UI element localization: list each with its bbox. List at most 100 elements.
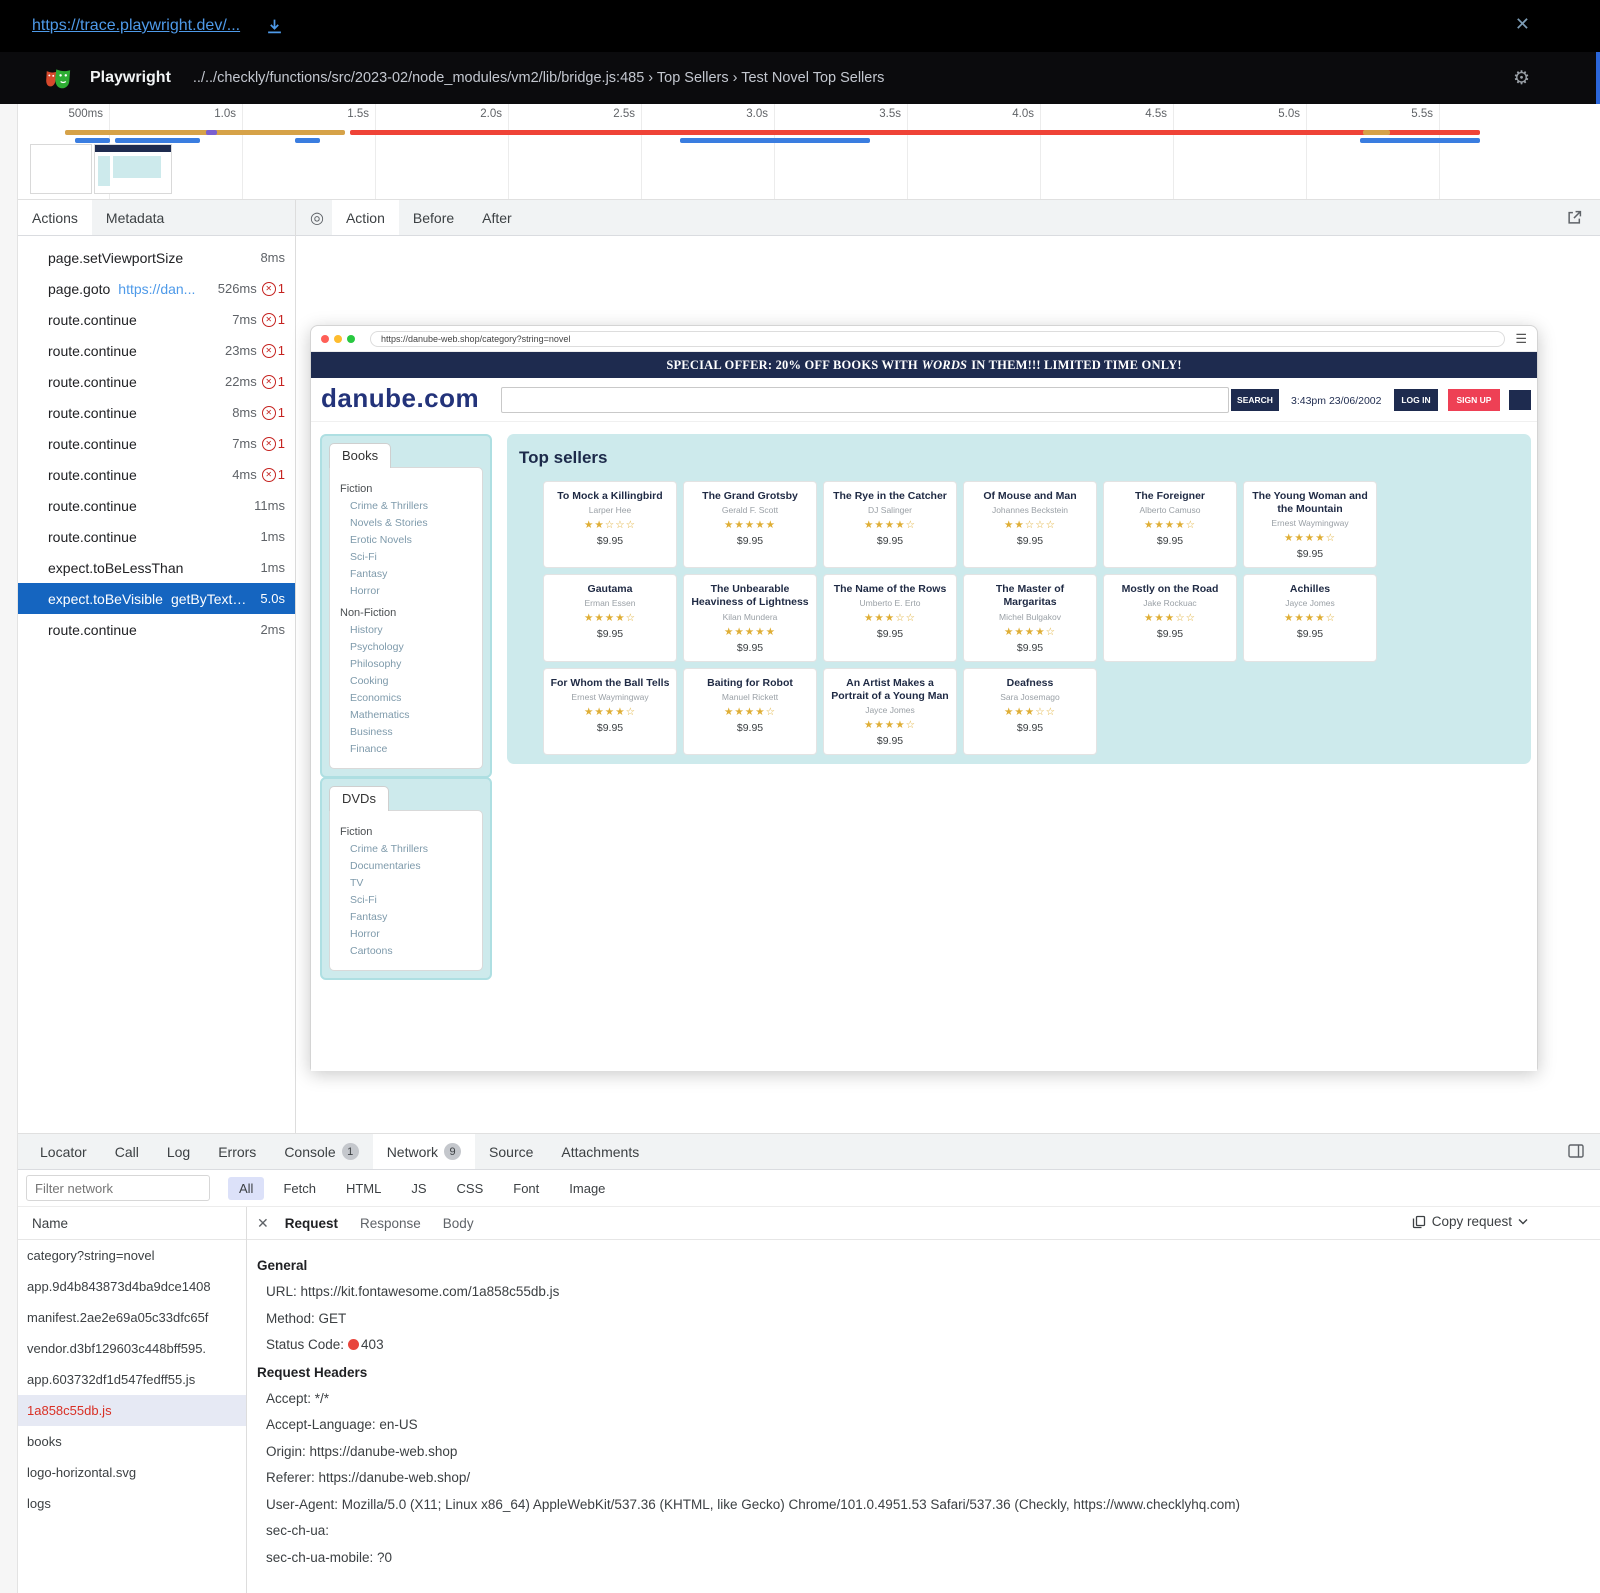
action-row[interactable]: expect.toBeVisible getByText… 5.0s ✕ (18, 583, 295, 614)
signup-button[interactable]: SIGN UP (1448, 389, 1500, 411)
action-url-link[interactable]: https://dan... (118, 280, 196, 297)
category-link[interactable]: Sci-Fi (350, 894, 377, 906)
trace-timeline[interactable]: 500ms 1.0s 1.5s 2.0s 2.5s 3.0s 3.5s 4.0s 4.5s 5.0… (18, 104, 1600, 200)
request-row[interactable]: 1a858c55db.js (18, 1395, 246, 1426)
category-link[interactable]: TV (350, 877, 364, 889)
category-link[interactable]: Finance (350, 743, 388, 755)
category-link[interactable]: Cooking (350, 675, 389, 687)
dvds-nav-title[interactable]: DVDs (329, 786, 389, 811)
category-link[interactable]: Economics (350, 692, 402, 704)
request-row[interactable]: manifest.2ae2e69a05c33dfc65f (27, 1310, 209, 1325)
category-link[interactable]: Crime & Thrillers (350, 500, 428, 512)
close-detail-icon[interactable]: ✕ (257, 1214, 269, 1231)
detail-tab[interactable]: Body (442, 1215, 474, 1231)
bottom-tab[interactable]: Call (101, 1134, 153, 1169)
book-card[interactable]: To Mock a Killingbird Larper Hee ★★☆☆☆ $… (543, 481, 677, 569)
category-link[interactable]: Mathematics (350, 709, 410, 721)
category-link[interactable]: Sci-Fi (350, 551, 377, 563)
request-row[interactable]: app.603732df1d547fedff55.js (27, 1372, 196, 1387)
category-link[interactable]: Fiction (340, 483, 373, 495)
action-row[interactable]: route.continue 4ms ✕ 1 (18, 459, 295, 490)
copy-request-button[interactable]: Copy request (1412, 1214, 1528, 1229)
book-card[interactable]: Achilles Jayce Jomes ★★★★☆ $9.95 (1243, 574, 1377, 662)
request-row[interactable]: logs (27, 1496, 51, 1511)
pick-locator-icon[interactable]: ◎ (310, 209, 324, 227)
settings-gear-icon[interactable]: ⚙ (1512, 68, 1530, 89)
book-card[interactable]: The Rye in the Catcher DJ Salinger ★★★★☆… (823, 481, 957, 569)
action-row[interactable]: route.continue 1ms ✕ (18, 521, 295, 552)
snapshot-tab[interactable]: After (468, 200, 526, 235)
request-row[interactable]: logo-horizontal.svg (27, 1465, 137, 1480)
category-link[interactable]: Philosophy (350, 658, 402, 670)
split-view-icon[interactable] (1568, 1144, 1584, 1158)
book-card[interactable]: Baiting for Robot Manuel Rickett ★★★★☆ $… (683, 667, 817, 755)
site-logo[interactable]: danube.com (321, 383, 480, 413)
book-card[interactable]: Gautama Erman Essen ★★★★☆ $9.95 (543, 574, 677, 662)
type-filter-chip[interactable]: Image (569, 1180, 606, 1196)
action-row[interactable]: page.goto https://dan... 526ms ✕ 1 (18, 273, 295, 304)
bottom-tab[interactable]: Source (475, 1134, 547, 1169)
category-link[interactable]: Fiction (340, 826, 373, 838)
action-row[interactable]: route.continue 8ms ✕ 1 (18, 397, 295, 428)
category-link[interactable]: Fantasy (350, 911, 388, 923)
snapshot-tab[interactable]: Action (331, 200, 399, 235)
category-link[interactable]: Erotic Novels (350, 534, 412, 546)
book-card[interactable]: The Grand Grotsby Gerald F. Scott ★★★★★ … (683, 481, 817, 569)
book-card[interactable]: An Artist Makes a Portrait of a Young Ma… (823, 667, 957, 755)
filmstrip-thumbnail[interactable] (30, 144, 92, 194)
book-card[interactable]: Mostly on the Road Jake Rockuac ★★★☆☆ $9… (1103, 574, 1237, 662)
book-card[interactable]: The Name of the Rows Umberto E. Erto ★★★… (823, 574, 957, 662)
books-nav-title[interactable]: Books (329, 443, 392, 468)
sidebar-tab[interactable]: Actions (18, 200, 92, 235)
detail-tab[interactable]: Request (284, 1215, 338, 1231)
bottom-tab[interactable]: Console 1 (270, 1134, 372, 1169)
category-link[interactable]: Cartoons (350, 945, 393, 957)
bottom-tab[interactable]: Attachments (547, 1134, 653, 1169)
close-icon[interactable]: ✕ (1514, 14, 1530, 34)
detail-tab[interactable]: Response (360, 1215, 421, 1231)
category-link[interactable]: Non-Fiction (340, 607, 397, 619)
network-filter-input[interactable] (26, 1175, 210, 1201)
category-link[interactable]: Horror (350, 928, 380, 940)
book-card[interactable]: The Master of Margaritas Michel Bulgakov… (963, 574, 1097, 662)
type-filter-chip[interactable]: CSS (456, 1180, 484, 1196)
action-row[interactable]: route.continue 7ms ✕ 1 (18, 428, 295, 459)
type-filter-chip[interactable]: All (228, 1176, 265, 1200)
action-row[interactable]: route.continue 23ms ✕ 1 (18, 335, 295, 366)
category-link[interactable]: Crime & Thrillers (350, 843, 428, 855)
category-link[interactable]: Psychology (350, 641, 404, 653)
type-filter-chip[interactable]: HTML (345, 1180, 382, 1196)
bottom-tab[interactable]: Network 9 (372, 1134, 476, 1169)
filmstrip-thumbnail[interactable] (94, 144, 172, 194)
bottom-tab[interactable]: Errors (204, 1134, 270, 1169)
sidebar-tab[interactable]: Metadata (92, 200, 178, 235)
action-row[interactable]: route.continue 22ms ✕ 1 (18, 366, 295, 397)
book-card[interactable]: Of Mouse and Man Johannes Beckstein ★★☆☆… (963, 481, 1097, 569)
action-row[interactable]: page.setViewportSize 8ms ✕ (18, 242, 295, 273)
request-row[interactable]: books (27, 1434, 62, 1449)
request-row[interactable]: category?string=novel (27, 1248, 155, 1263)
download-icon[interactable] (266, 18, 283, 35)
site-search-input[interactable] (501, 387, 1229, 413)
request-row[interactable]: vendor.d3bf129603c448bff595. (27, 1341, 207, 1356)
bottom-tab[interactable]: Locator (26, 1134, 101, 1169)
category-link[interactable]: Fantasy (350, 568, 388, 580)
category-link[interactable]: History (350, 624, 383, 636)
type-filter-chip[interactable]: Fetch (283, 1180, 316, 1196)
action-row[interactable]: expect.toBeLessThan 1ms ✕ (18, 552, 295, 583)
site-search-button[interactable]: SEARCH (1231, 389, 1279, 411)
book-card[interactable]: Deafness Sara Josemago ★★★☆☆ $9.95 (963, 667, 1097, 755)
book-card[interactable]: The Young Woman and the Mountain Ernest … (1243, 481, 1377, 569)
type-filter-chip[interactable]: JS (411, 1180, 427, 1196)
category-link[interactable]: Horror (350, 585, 380, 597)
book-card[interactable]: For Whom the Ball Tells Ernest Waymingwa… (543, 667, 677, 755)
bottom-tab[interactable]: Log (153, 1134, 204, 1169)
action-row[interactable]: route.continue 2ms ✕ (18, 614, 295, 645)
request-row[interactable]: app.9d4b843873d4ba9dce1408 (27, 1279, 211, 1294)
book-card[interactable]: The Foreigner Alberto Camuso ★★★★☆ $9.95 (1103, 481, 1237, 569)
category-link[interactable]: Documentaries (350, 860, 421, 872)
snapshot-tab[interactable]: Before (399, 200, 468, 235)
type-filter-chip[interactable]: Font (513, 1180, 540, 1196)
action-row[interactable]: route.continue 11ms ✕ (18, 490, 295, 521)
open-external-icon[interactable] (1567, 210, 1582, 225)
